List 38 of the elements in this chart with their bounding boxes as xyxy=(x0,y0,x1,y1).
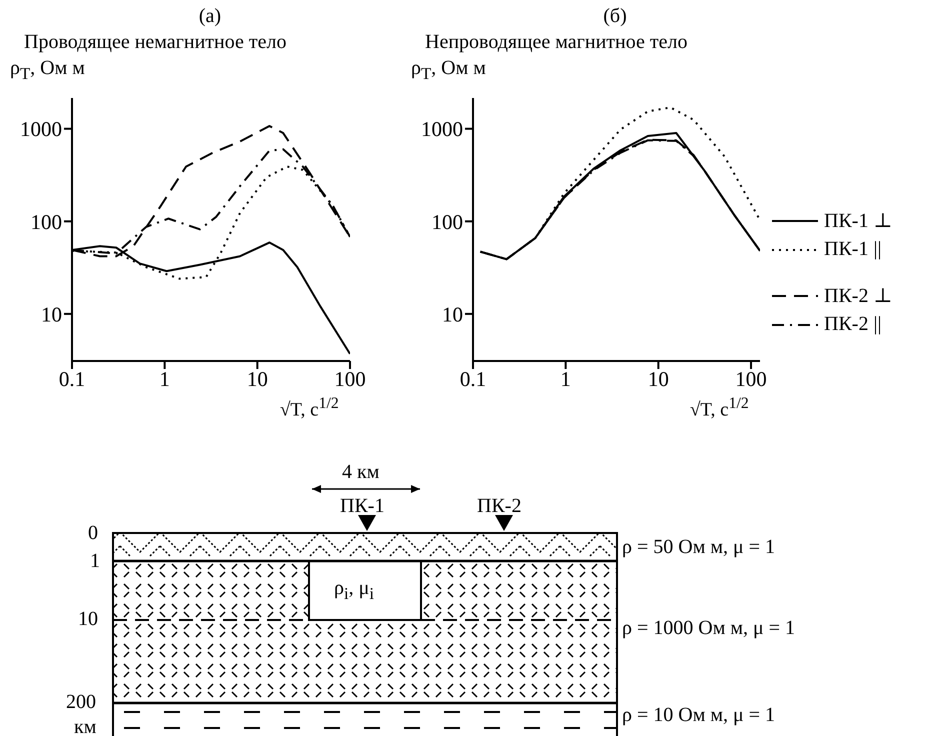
x-tick-label: 10 xyxy=(648,366,669,391)
x-tick-label: 0.1 xyxy=(58,366,86,391)
text: ρ = 1000 Ом м, μ = 1 xyxy=(622,617,796,639)
y-tick-label: 10 xyxy=(41,302,62,326)
y-tick-label: 10 xyxy=(442,302,463,326)
text: 10 xyxy=(78,608,98,630)
y-tick-label: 100 xyxy=(30,210,62,234)
y-tick-label: 1000 xyxy=(20,117,62,142)
x-tick-label: 100 xyxy=(735,366,767,391)
text: 200 xyxy=(66,691,96,713)
legend-label: ПК-1 || xyxy=(824,238,882,261)
chart-title: (б) xyxy=(602,5,628,27)
text: 0 xyxy=(88,522,98,544)
text: ρ$_{i}$, μ$_{i}$ xyxy=(334,577,374,603)
legend-label: ПК-1 ⊥ xyxy=(824,209,892,233)
x-tick-label: 1 xyxy=(560,366,571,391)
x-tick-label: 10 xyxy=(246,366,268,391)
text: ПК-1 xyxy=(340,495,384,517)
text: км xyxy=(74,716,96,736)
text: ρ = 10 Ом м, μ = 1 xyxy=(622,704,776,726)
x-tick-label: 1 xyxy=(159,366,170,391)
chart-subtitle: Проводящее немагнитное тело xyxy=(24,31,286,53)
x-tick-label: 0.1 xyxy=(460,366,486,391)
text: ПК-2 xyxy=(477,495,522,517)
x-axis-title: √T, с$^{1/2}$ xyxy=(690,395,749,420)
legend-label: ПК-2 || xyxy=(824,313,882,336)
y-tick-label: 100 xyxy=(432,210,463,234)
y-axis-title: ρ$_{T}$, Ом м xyxy=(411,57,486,83)
chart-title: (а) xyxy=(198,5,222,27)
legend-label: ПК-2 ⊥ xyxy=(824,284,892,308)
y-axis-title: ρ$_{T}$, Ом м xyxy=(10,57,85,83)
x-tick-label: 100 xyxy=(334,366,366,391)
x-axis-title: √T, с$^{1/2}$ xyxy=(280,395,339,420)
text: ρ = 50 Ом м, μ = 1 xyxy=(622,536,776,558)
text: 4 км xyxy=(342,461,380,483)
text: 1 xyxy=(90,550,100,572)
y-tick-label: 1000 xyxy=(421,117,463,142)
chart-subtitle: Непроводящее магнитное тело xyxy=(425,31,688,53)
